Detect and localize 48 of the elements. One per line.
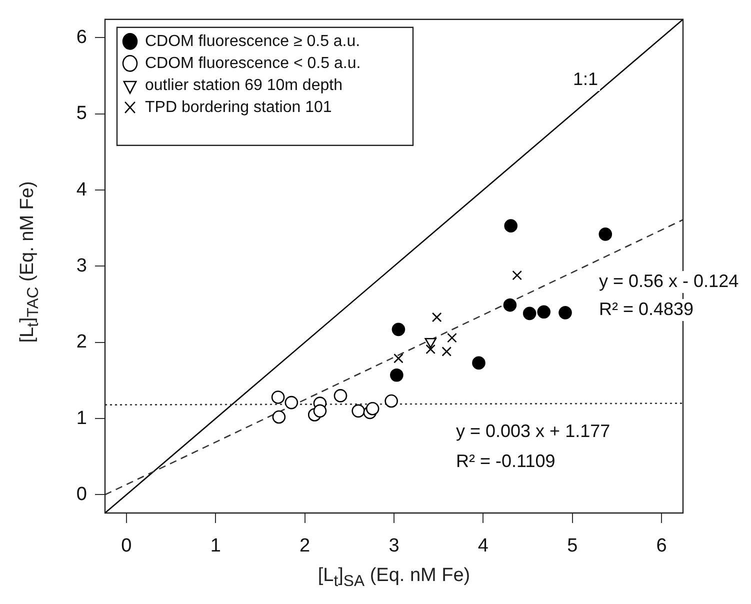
annotation: y = 0.003 x + 1.177 [456, 420, 610, 441]
point [442, 346, 452, 356]
point [512, 270, 522, 280]
point [390, 368, 404, 382]
y-tick-label: 3 [76, 255, 87, 276]
legend-label: outlier station 69 10m depth [145, 76, 342, 94]
point [472, 356, 486, 370]
point [334, 389, 348, 402]
y-tick-label: 1 [76, 408, 87, 429]
point [284, 396, 298, 410]
x-tick-label: 2 [300, 536, 310, 557]
x-tick-label: 0 [121, 536, 132, 557]
y-tick-label: 4 [76, 179, 88, 200]
y-tick-label: 0 [76, 484, 87, 505]
y-tick-label: 6 [76, 26, 87, 48]
point [503, 298, 517, 312]
point [447, 332, 457, 343]
point [394, 353, 404, 364]
legend-label: CDOM fluorescence < 0.5 a.u. [145, 54, 361, 72]
x-tick-label: 5 [567, 536, 578, 557]
x-tick-label: 6 [656, 536, 667, 557]
point [366, 402, 380, 416]
point [271, 390, 285, 404]
x-tick-label: 4 [478, 536, 489, 557]
y-tick-label: 5 [76, 103, 87, 124]
point [598, 228, 612, 241]
annotation: y = 0.56 x - 0.124 [599, 270, 739, 291]
point [522, 306, 536, 320]
x-tick-label: 3 [388, 536, 400, 557]
legend-label: TPD bordering station 101 [145, 98, 332, 116]
x-axis-title: [L$_{t}$]$_{SA}$ (Eq. nM Fe) [318, 565, 470, 591]
point [272, 410, 286, 424]
point [558, 306, 572, 320]
point [392, 322, 406, 336]
point [504, 219, 518, 232]
point [432, 312, 442, 322]
annotation: R² = -0.1109 [456, 450, 556, 471]
point [352, 404, 365, 418]
point [426, 344, 436, 354]
x-tick-label: 1 [210, 536, 221, 557]
annotation: 1:1 [573, 68, 598, 89]
point [384, 394, 398, 408]
point [313, 404, 327, 418]
y-tick-label: 2 [76, 332, 87, 353]
annotation: R² = 0.4839 [599, 298, 694, 319]
legend-label: CDOM fluorescence ≥ 0.5 a.u. [145, 32, 360, 50]
point [424, 338, 436, 348]
point [537, 305, 550, 319]
